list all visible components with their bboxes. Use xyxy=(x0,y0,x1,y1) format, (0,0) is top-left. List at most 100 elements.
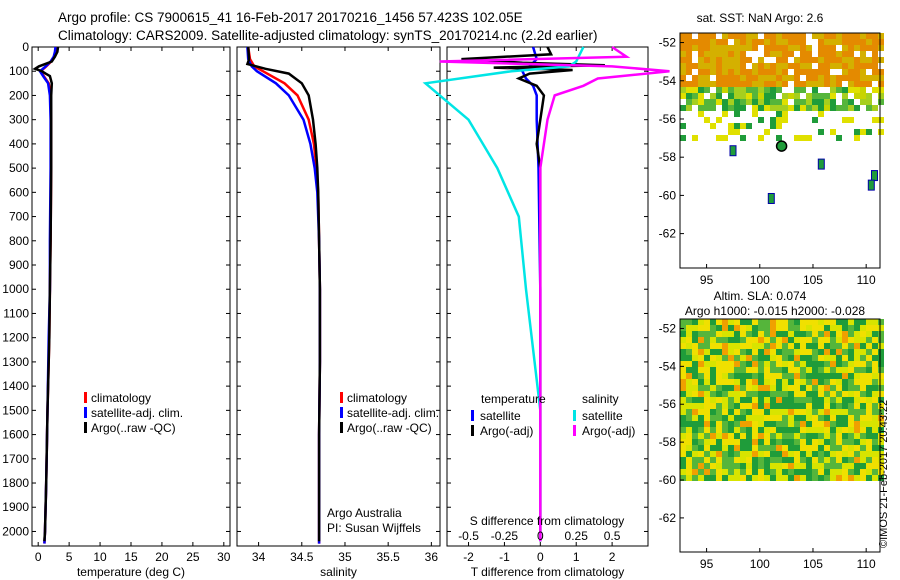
map-cell xyxy=(758,57,764,63)
map-cell xyxy=(746,409,752,415)
map-cell xyxy=(758,373,764,379)
map-x-tick-label: 110 xyxy=(857,273,876,287)
x-tick-label: -1 xyxy=(499,550,510,564)
map-cell xyxy=(872,379,878,385)
map-cell xyxy=(716,343,722,349)
map-cell xyxy=(710,361,716,367)
map-cell xyxy=(728,439,734,445)
map-cell xyxy=(818,105,824,111)
map-cell xyxy=(824,469,830,475)
map-cell xyxy=(704,451,710,457)
map-cell xyxy=(836,421,842,427)
map-cell xyxy=(728,367,734,373)
map-cell xyxy=(686,469,692,475)
map-cell xyxy=(722,457,728,463)
map-cell xyxy=(788,391,794,397)
map-cell xyxy=(704,117,710,123)
map-cell xyxy=(716,337,722,343)
map-cell xyxy=(818,39,824,45)
map-cell xyxy=(680,475,686,481)
map-cell xyxy=(734,427,740,433)
map-cell xyxy=(848,373,854,379)
map-cell xyxy=(848,349,854,355)
map-cell xyxy=(818,457,824,463)
map-cell xyxy=(794,403,800,409)
map-cell xyxy=(854,433,860,439)
map-cell xyxy=(782,409,788,415)
map-cell xyxy=(782,403,788,409)
map-cell xyxy=(770,457,776,463)
map-cell xyxy=(722,469,728,475)
map-cell xyxy=(812,439,818,445)
map-cell xyxy=(806,81,812,87)
map-cell xyxy=(692,325,698,331)
map-cell xyxy=(776,337,782,343)
map-cell xyxy=(746,331,752,337)
map-cell xyxy=(686,63,692,69)
map-cell xyxy=(746,75,752,81)
map-cell xyxy=(794,33,800,39)
credit-text: ©IMOS 21-Feb-2017 20:43:22 xyxy=(878,399,890,548)
map-cell xyxy=(734,105,740,111)
depth-tick-label: 900 xyxy=(9,258,29,272)
map-cell xyxy=(842,469,848,475)
map-cell xyxy=(680,415,686,421)
map-cell xyxy=(854,87,860,93)
map-cell xyxy=(728,451,734,457)
map-cell xyxy=(758,475,764,481)
map-cell xyxy=(800,105,806,111)
map-cell xyxy=(836,39,842,45)
map-cell xyxy=(854,421,860,427)
map-cell xyxy=(758,343,764,349)
map-cell xyxy=(722,33,728,39)
map-cell xyxy=(710,409,716,415)
map-cell xyxy=(710,105,716,111)
map-cell xyxy=(854,397,860,403)
map-cell xyxy=(830,415,836,421)
map-cell xyxy=(830,33,836,39)
map-cell xyxy=(692,349,698,355)
map-cell xyxy=(728,105,734,111)
map-cell xyxy=(788,343,794,349)
map-cell xyxy=(716,361,722,367)
map-cell xyxy=(854,45,860,51)
map-cell xyxy=(686,87,692,93)
map-cell xyxy=(686,325,692,331)
map-cell xyxy=(686,445,692,451)
map-cell xyxy=(710,457,716,463)
map-x-tick-label: 95 xyxy=(700,273,714,287)
map-cell xyxy=(830,337,836,343)
map-cell xyxy=(842,75,848,81)
map-cell xyxy=(680,445,686,451)
map-cell xyxy=(866,349,872,355)
map-cell xyxy=(794,475,800,481)
map-cell xyxy=(692,99,698,105)
map-cell xyxy=(842,105,848,111)
map-cell xyxy=(794,105,800,111)
map-cell xyxy=(782,111,788,117)
map-cell xyxy=(848,361,854,367)
map-cell xyxy=(806,409,812,415)
map-cell xyxy=(752,427,758,433)
map-cell xyxy=(686,105,692,111)
map-cell xyxy=(830,397,836,403)
map-cell xyxy=(734,319,740,325)
map-cell xyxy=(722,39,728,45)
map-cell xyxy=(776,433,782,439)
map-cell xyxy=(848,403,854,409)
map-cell xyxy=(698,111,704,117)
map-cell xyxy=(782,451,788,457)
map-cell xyxy=(794,39,800,45)
map-cell xyxy=(704,355,710,361)
map-cell xyxy=(776,325,782,331)
map-cell xyxy=(704,51,710,57)
map-cell xyxy=(848,445,854,451)
map-cell xyxy=(824,319,830,325)
map-cell xyxy=(776,469,782,475)
map-cell xyxy=(794,385,800,391)
map-cell xyxy=(764,319,770,325)
map-cell xyxy=(782,361,788,367)
map-cell xyxy=(758,433,764,439)
argo-position-marker xyxy=(775,140,788,152)
map-cell xyxy=(776,117,782,123)
